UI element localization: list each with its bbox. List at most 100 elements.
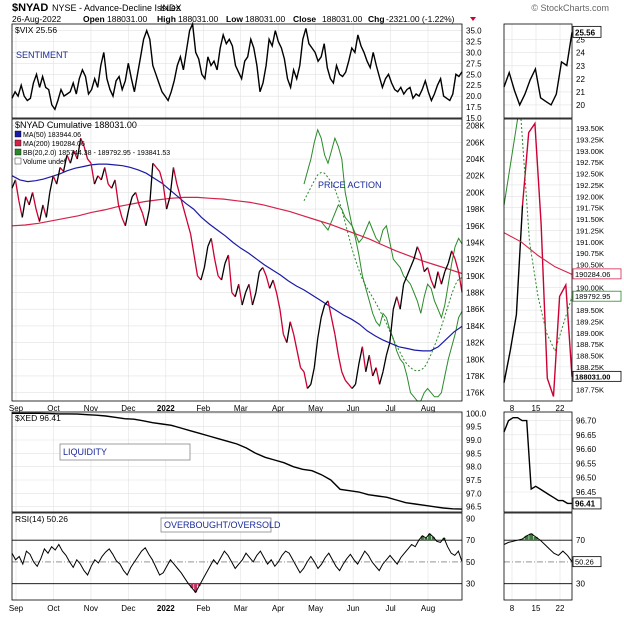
xed-zoom-line [503, 417, 572, 505]
x-axis-label: Feb [196, 404, 210, 413]
nyad-tick-label: 198K [466, 205, 485, 214]
price-segment [76, 138, 82, 160]
vix-last-value-box [572, 25, 602, 38]
price-segment [300, 367, 305, 373]
x-axis-label: Sep [9, 404, 24, 413]
price-segment [275, 292, 281, 310]
low-label: Low [226, 14, 243, 24]
price-segment [193, 254, 199, 276]
bb-lower-line [320, 203, 463, 402]
price-segment [348, 383, 353, 389]
nyad-last-value: 189792.95 [575, 292, 610, 301]
price-segment [279, 309, 285, 335]
price-action-annotation: PRICE ACTION [318, 180, 382, 190]
rsi-legend: RSI(14) 50.26 [15, 514, 68, 524]
nyad-zoom-tick-label: 192.75K [576, 158, 604, 167]
nyad-zoom-tick-label: 189.00K [576, 329, 604, 338]
price-segment [447, 250, 453, 264]
price-segment [124, 208, 130, 226]
price-segment [354, 363, 360, 385]
price-segment [31, 192, 37, 210]
price-segment [361, 346, 367, 372]
x-axis-label: Nov [84, 404, 98, 413]
xed-legend: $XED 96.41 [15, 413, 61, 423]
x-axis-label: Jul [385, 404, 395, 413]
price-segment [111, 179, 116, 189]
price-segment [399, 284, 405, 310]
nyad-tick-label: 176K [466, 389, 485, 398]
price-segment [128, 196, 133, 210]
vix-last-value: 25.56 [575, 28, 596, 37]
quote-date: 26-Aug-2022 [12, 14, 61, 24]
price-segment [389, 309, 394, 343]
ma200-legend-swatch [14, 139, 22, 147]
zoom-x-axis-label: 8 [510, 404, 515, 413]
price-segment [413, 246, 418, 260]
x-axis-label: Mar [234, 404, 248, 413]
vix-tick-label: 27.5 [466, 59, 482, 68]
price-segment [35, 208, 41, 222]
price-segment [203, 246, 209, 268]
x-axis-label: Dec [121, 404, 135, 413]
price-segment [423, 267, 429, 273]
price-segment [437, 271, 443, 285]
price-segment [234, 284, 240, 297]
vix-tick-label: 15.0 [466, 114, 482, 123]
x-axis-label: Jul [385, 604, 395, 613]
nyad-zoom-tick-label: 188.25K [576, 363, 604, 372]
ma200-line [11, 196, 463, 275]
price-segment [251, 292, 257, 306]
nyad-zoom-tick-label: 187.75K [576, 386, 604, 395]
zoom-x-axis-label: 22 [556, 604, 565, 613]
x-axis-label: Feb [196, 604, 210, 613]
price-segment [396, 296, 401, 310]
price-segment [183, 208, 188, 222]
high-value: 188031.00 [178, 14, 218, 24]
price-segment [49, 175, 54, 193]
chg-label: Chg [368, 14, 385, 24]
ma200-zoom-line [503, 232, 573, 275]
price-segment [372, 367, 377, 377]
price-segment [131, 192, 137, 198]
xed-tick-label: 98.5 [466, 449, 482, 458]
x-axis-label: Apr [272, 604, 285, 613]
ma50-legend-swatch [14, 130, 22, 138]
xed-last-value: 96.41 [575, 499, 596, 508]
price-segment [375, 367, 381, 385]
x-axis-label: Aug [421, 404, 435, 413]
vix-zoom-tick-label: 22 [576, 75, 585, 84]
x-axis-label: Mar [234, 604, 248, 613]
price-segment [306, 383, 312, 389]
price-segment [430, 279, 436, 289]
price-segment [238, 284, 243, 306]
bb-mid-line [303, 171, 463, 372]
x-axis-label: May [308, 604, 323, 613]
nyad-zoom-tick-label: 193.00K [576, 147, 604, 156]
rsi-zoom-line [503, 533, 573, 562]
price-segment [162, 183, 168, 210]
nyad-zoom-tick-label: 191.50K [576, 215, 604, 224]
rsi-tick-label: 70 [466, 536, 475, 545]
price-segment [148, 163, 154, 210]
price-segment [303, 371, 309, 389]
nyad-last-value-box [572, 268, 622, 280]
nyad-zoom-tick-label: 188.75K [576, 340, 604, 349]
price-segment [62, 154, 68, 172]
zoom-x-axis-label: 15 [532, 604, 541, 613]
rsi-last-value: 50.26 [575, 558, 594, 567]
nyad-zoom-tick-label: 192.00K [576, 192, 604, 201]
x-axis-label: Sep [9, 604, 24, 613]
zoom-x-axis-label: 15 [532, 404, 541, 413]
nyad-tick-label: 190K [466, 272, 485, 281]
price-segment [317, 317, 322, 339]
xed-series-line [12, 412, 463, 510]
nyad-tick-label: 194K [466, 238, 485, 247]
nyad-zoom-down-line [521, 121, 573, 397]
price-segment [189, 234, 195, 256]
nyad-panel-frame [11, 118, 463, 402]
nyad-tick-label: 204K [466, 155, 485, 164]
price-segment [159, 171, 164, 185]
nyad-tick-label: 184K [466, 322, 485, 331]
rsi-series-line [11, 532, 463, 594]
